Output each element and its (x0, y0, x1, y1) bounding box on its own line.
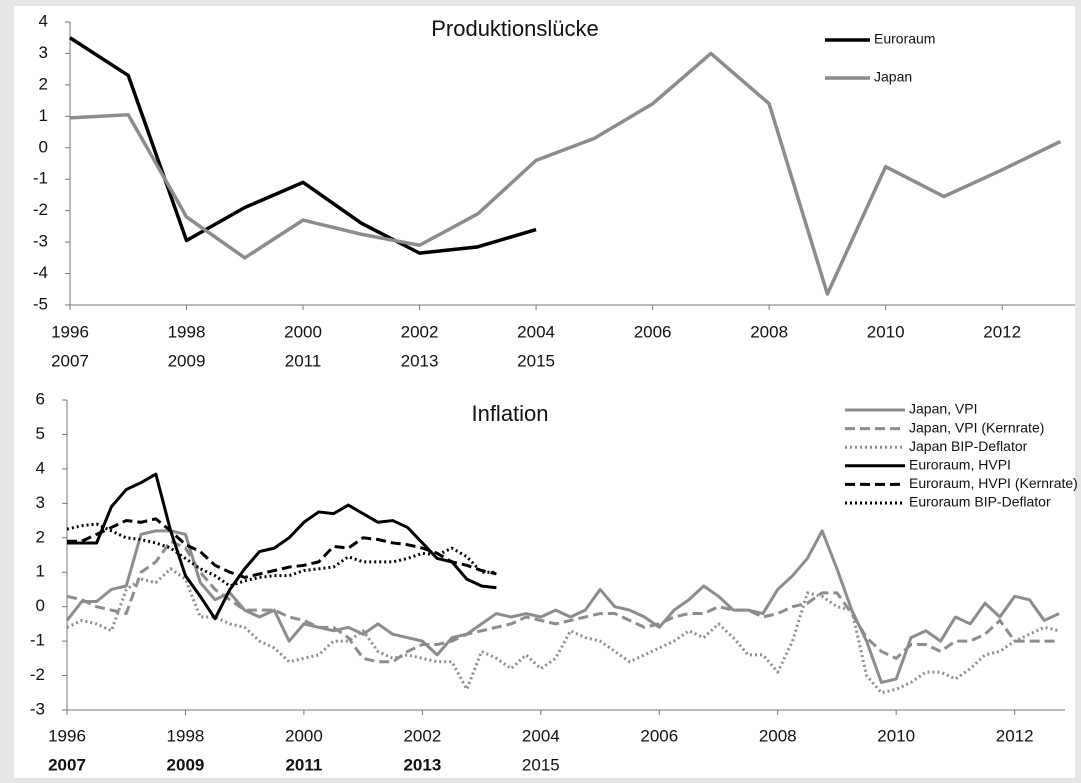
x-tick-label-secondary: 2013 (403, 755, 441, 774)
y-tick-label: 0 (39, 137, 48, 156)
x-tick-label: 2000 (284, 322, 322, 341)
y-tick-label: 2 (36, 527, 45, 546)
y-tick-label: -2 (33, 200, 48, 219)
y-tick-label: 5 (36, 424, 45, 443)
y-tick-label: 1 (36, 562, 45, 581)
series-line (69, 51, 1062, 296)
y-tick-label: 3 (39, 43, 48, 62)
x-tick-label: 2012 (983, 322, 1021, 341)
y-tick-label: -4 (33, 263, 48, 282)
series-line (65, 529, 1060, 684)
x-tick-label: 2006 (634, 322, 672, 341)
x-tick-label-secondary: 2015 (517, 351, 555, 370)
legend-label: Japan, VPI (Kernrate) (909, 419, 1044, 435)
y-tick-label: 0 (36, 596, 45, 615)
figure-background (14, 6, 1075, 778)
series-line (67, 517, 497, 579)
y-tick-label: 2 (39, 74, 48, 93)
legend-label: Japan BIP-Deflator (909, 438, 1028, 454)
y-tick-label: 6 (36, 389, 45, 408)
series-line (69, 36, 537, 255)
legend-label: Euroraum, HVPI (909, 457, 1011, 473)
x-tick-label-secondary: 2007 (48, 755, 86, 774)
legend-label: Euroraum (874, 31, 935, 47)
x-tick-label: 2002 (401, 322, 439, 341)
y-tick-label: 3 (36, 493, 45, 512)
y-tick-label: -2 (30, 665, 45, 684)
x-tick-label: 2012 (996, 726, 1034, 745)
x-tick-label-secondary: 2009 (167, 755, 205, 774)
chart-title: Produktionslücke (431, 16, 599, 41)
x-tick-label: 2010 (877, 726, 915, 745)
x-tick-label-secondary: 2013 (401, 351, 439, 370)
series-line (66, 539, 1060, 664)
y-tick-label: 4 (39, 11, 48, 30)
x-tick-label: 2000 (285, 726, 323, 745)
legend-label: Japan, VPI (909, 401, 978, 417)
series-line (67, 472, 497, 621)
x-tick-label: 2010 (867, 322, 905, 341)
legend-label: Euroraum, HVPI (Kernrate) (909, 475, 1078, 491)
x-tick-label-secondary: 2011 (285, 755, 322, 774)
x-tick-label-secondary: 2009 (168, 351, 206, 370)
x-tick-label-secondary: 2007 (51, 351, 89, 370)
x-tick-label: 1996 (48, 726, 86, 745)
y-tick-label: -1 (30, 631, 45, 650)
y-tick-label: -1 (33, 169, 48, 188)
y-tick-label: -3 (30, 699, 45, 718)
y-tick-label: 4 (36, 458, 45, 477)
y-tick-label: 1 (39, 106, 48, 125)
series-line (66, 567, 1060, 695)
y-tick-label: -5 (33, 294, 48, 313)
x-tick-label: 1996 (51, 322, 89, 341)
x-tick-label: 2006 (640, 726, 678, 745)
series-line (66, 522, 497, 588)
x-tick-label-secondary: 2015 (522, 755, 560, 774)
x-tick-label: 2008 (759, 726, 797, 745)
x-tick-label-secondary: 2011 (285, 351, 322, 370)
chart-title: Inflation (471, 401, 548, 426)
x-tick-label: 2004 (522, 726, 560, 745)
x-tick-label: 2008 (750, 322, 788, 341)
legend-label: Japan (874, 69, 912, 85)
legend-label: Euroraum BIP-Deflator (909, 494, 1051, 510)
x-tick-label: 2004 (517, 322, 555, 341)
y-tick-label: -3 (33, 232, 48, 251)
x-tick-label: 1998 (167, 726, 205, 745)
x-tick-label: 2002 (403, 726, 441, 745)
x-tick-label: 1998 (168, 322, 206, 341)
